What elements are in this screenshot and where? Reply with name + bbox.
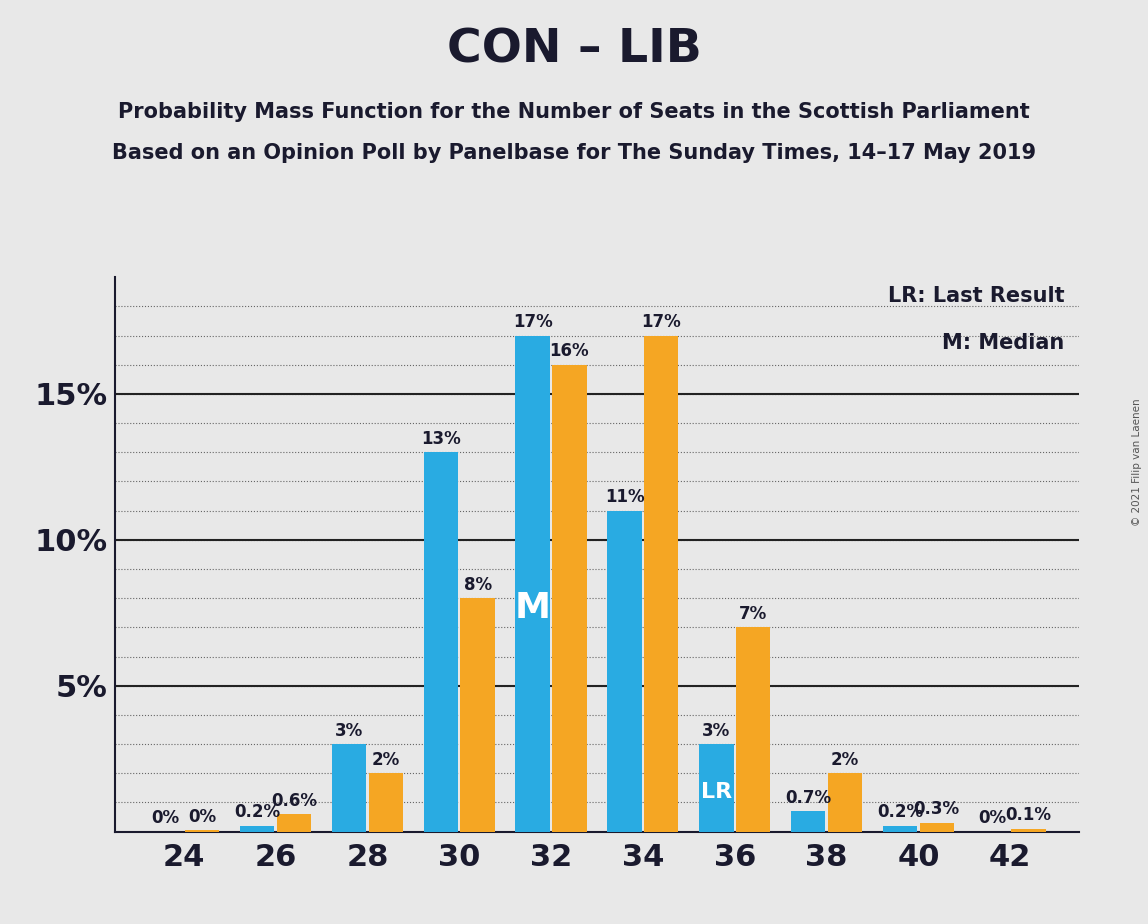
Text: 0.6%: 0.6% xyxy=(271,792,317,809)
Text: 0.1%: 0.1% xyxy=(1006,807,1052,824)
Bar xyxy=(277,814,311,832)
Text: 0%: 0% xyxy=(978,809,1006,827)
Text: 3%: 3% xyxy=(703,722,730,740)
Text: 8%: 8% xyxy=(464,576,491,594)
Text: 16%: 16% xyxy=(550,343,589,360)
Bar xyxy=(552,365,587,832)
Text: 0.2%: 0.2% xyxy=(877,803,923,821)
Bar xyxy=(240,826,274,832)
Text: M: Median: M: Median xyxy=(943,333,1064,353)
Text: 13%: 13% xyxy=(421,430,460,448)
Bar xyxy=(515,335,550,832)
Bar xyxy=(460,598,495,832)
Text: 11%: 11% xyxy=(605,488,644,506)
Text: 0.7%: 0.7% xyxy=(785,789,831,807)
Text: 17%: 17% xyxy=(513,313,552,331)
Bar xyxy=(883,826,917,832)
Text: Based on an Opinion Poll by Panelbase for The Sunday Times, 14–17 May 2019: Based on an Opinion Poll by Panelbase fo… xyxy=(113,143,1035,164)
Bar xyxy=(828,773,862,832)
Text: M: M xyxy=(514,591,551,626)
Bar xyxy=(644,335,678,832)
Bar xyxy=(736,627,770,832)
Text: 0%: 0% xyxy=(188,808,216,826)
Text: 0.2%: 0.2% xyxy=(234,803,280,821)
Text: 7%: 7% xyxy=(739,605,767,623)
Text: 17%: 17% xyxy=(642,313,681,331)
Bar xyxy=(920,823,954,832)
Text: 2%: 2% xyxy=(372,751,400,769)
Text: 3%: 3% xyxy=(335,722,363,740)
Text: 2%: 2% xyxy=(831,751,859,769)
Bar xyxy=(369,773,403,832)
Bar xyxy=(791,811,825,832)
Bar xyxy=(424,452,458,832)
Bar xyxy=(607,511,642,832)
Text: LR: LR xyxy=(700,783,732,802)
Bar xyxy=(185,830,219,832)
Text: 0.3%: 0.3% xyxy=(914,800,960,819)
Text: © 2021 Filip van Laenen: © 2021 Filip van Laenen xyxy=(1132,398,1142,526)
Bar xyxy=(699,744,734,832)
Bar xyxy=(1011,829,1046,832)
Bar xyxy=(332,744,366,832)
Text: CON – LIB: CON – LIB xyxy=(447,28,701,73)
Text: Probability Mass Function for the Number of Seats in the Scottish Parliament: Probability Mass Function for the Number… xyxy=(118,102,1030,122)
Text: LR: Last Result: LR: Last Result xyxy=(889,286,1064,306)
Text: 0%: 0% xyxy=(152,809,179,827)
